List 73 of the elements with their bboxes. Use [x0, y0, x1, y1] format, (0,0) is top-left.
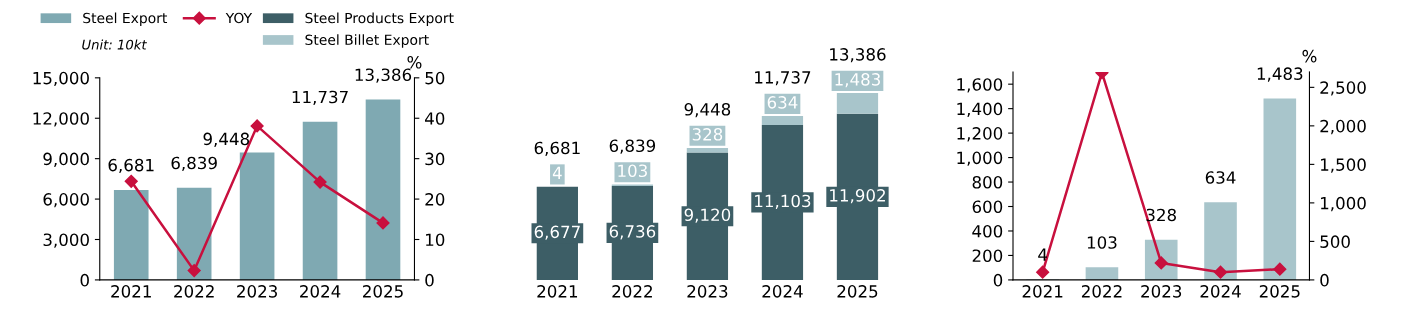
data-label: 13,386 [355, 68, 412, 83]
x-tick-label: 2025 [1259, 285, 1300, 298]
y2-tick-label: 2,500 [1320, 81, 1366, 96]
y2-tick-label: 2,000 [1320, 119, 1366, 135]
data-label: 634 [767, 96, 798, 109]
y-tick-label: 0 [993, 273, 1003, 287]
x-tick-label: 2021 [1022, 285, 1063, 298]
x-tick-label: 2022 [612, 285, 652, 298]
y2-tick-label: 0 [425, 273, 434, 287]
total-label: 6,839 [609, 139, 656, 154]
y2-tick-label: 20 [425, 193, 445, 206]
total-label: 9,448 [684, 103, 731, 118]
y-tick-label: 1,600 [957, 78, 1003, 93]
y2-axis-title: % [407, 55, 422, 69]
y-tick-label: 600 [972, 200, 1003, 214]
data-label: 9,448 [203, 132, 250, 147]
data-label: 1,483 [835, 73, 880, 88]
x-tick-label: 2024 [1200, 285, 1241, 298]
y-tick-label: 400 [972, 224, 1003, 238]
legend-label: YOY [225, 12, 253, 24]
y2-tick-label: 0 [1320, 273, 1329, 287]
y-tick-label: 6,000 [43, 193, 89, 208]
x-tick-label: 2024 [762, 285, 803, 298]
data-label: 328 [692, 128, 723, 141]
data-label: 9,120 [684, 208, 731, 223]
data-label: 11,902 [830, 189, 885, 204]
x-tick-label: 2021 [537, 285, 578, 298]
data-label: 103 [1087, 236, 1117, 249]
x-tick-label: 2022 [1081, 285, 1122, 298]
y2-axis-title: % [1302, 49, 1317, 63]
y-tick-label: 1,400 [957, 102, 1003, 117]
y2-tick-label: 1,000 [1321, 196, 1366, 212]
legend-label: Steel Billet Export [305, 34, 429, 48]
legend-label: Steel Products Export [305, 12, 454, 26]
x-tick-label: 2023 [687, 285, 728, 298]
data-label: 634 [1205, 171, 1236, 184]
y-tick-label: 0 [80, 273, 89, 287]
y-tick-label: 3,000 [43, 233, 89, 248]
x-tick-label: 2025 [837, 285, 878, 298]
total-label: 6,681 [534, 141, 580, 156]
data-label: 103 [618, 164, 647, 178]
data-label: 1,483 [1257, 67, 1303, 82]
y-tick-label: 15,000 [33, 71, 89, 87]
y2-tick-label: 30 [425, 152, 445, 166]
y2-tick-label: 50 [425, 71, 445, 85]
total-label: 13,386 [830, 48, 886, 63]
x-tick-label: 2024 [300, 285, 341, 298]
y-tick-label: 1,000 [957, 151, 1003, 166]
y-tick-label: 9,000 [43, 152, 89, 167]
x-tick-label: 2023 [237, 285, 277, 298]
data-label: 6,681 [108, 158, 154, 174]
y-tick-label: 200 [972, 249, 1003, 263]
x-tick-label: 2021 [111, 285, 151, 298]
y2-tick-label: 500 [1320, 235, 1350, 248]
text: Unit: 10kt [82, 39, 147, 50]
data-label: 11,737 [292, 90, 348, 105]
total-label: 11,737 [755, 71, 811, 86]
data-label: 6,839 [171, 156, 217, 171]
x-tick-label: 2022 [174, 285, 214, 298]
data-label: 11,103 [755, 194, 811, 209]
legend-label: Steel Export [83, 12, 168, 26]
y-tick-label: 12,000 [33, 112, 89, 127]
y2-tick-label: 40 [425, 112, 445, 125]
data-label: 4 [552, 166, 562, 180]
x-tick-label: 2023 [1141, 285, 1182, 298]
y2-tick-label: 10 [426, 233, 445, 247]
y2-tick-label: 1,500 [1321, 158, 1366, 173]
data-label: 6,677 [534, 225, 580, 240]
x-tick-label: 2025 [363, 285, 403, 298]
data-label: 6,736 [609, 225, 656, 240]
y-tick-label: 800 [972, 176, 1003, 189]
y-tick-label: 1,200 [957, 127, 1003, 142]
data-label: 4 [1038, 248, 1048, 261]
